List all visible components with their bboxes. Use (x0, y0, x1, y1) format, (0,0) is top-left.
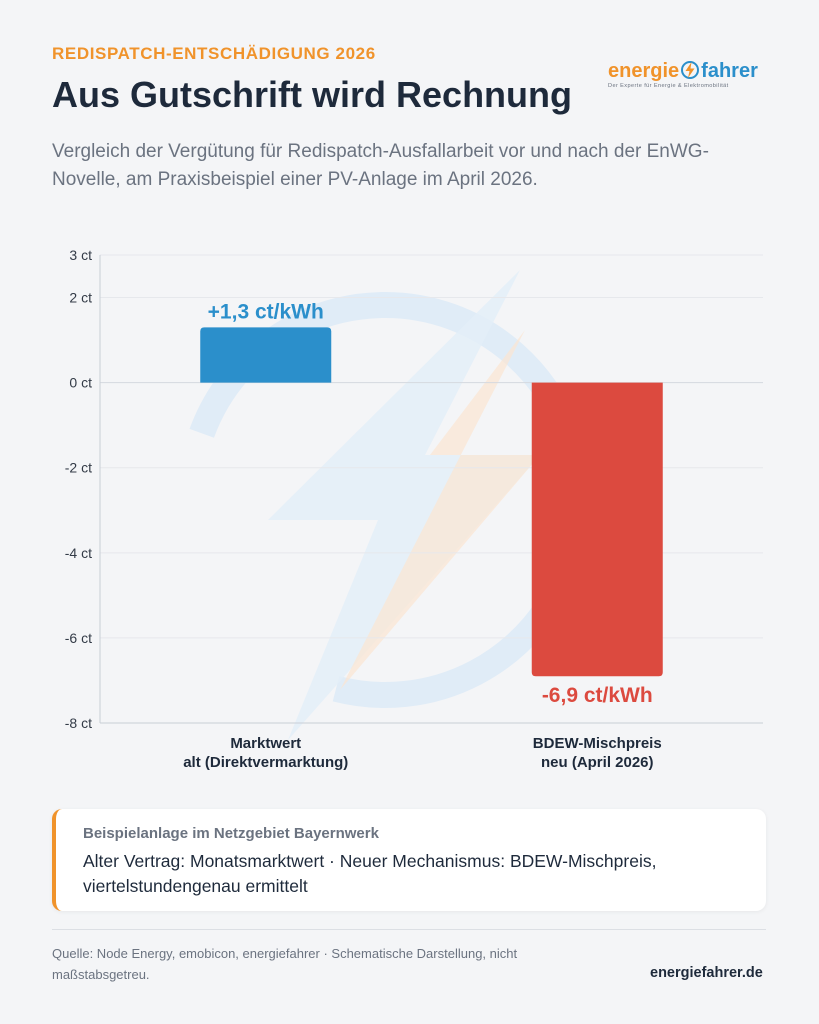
x-tick-label: Marktwert (230, 735, 301, 752)
data-label: -6,9 ct/kWh (542, 684, 653, 707)
y-tick-label: -8 ct (65, 715, 92, 731)
bar (531, 382, 663, 677)
y-tick-label: -2 ct (65, 460, 92, 476)
logo-word-part1: energie (608, 60, 680, 82)
bolt-icon (681, 61, 700, 80)
kicker: REDISPATCH-ENTSCHÄDIGUNG 2026 (52, 44, 376, 63)
x-tick-label: alt (Direktvermarktung) (183, 754, 348, 771)
y-tick-label: -6 ct (65, 630, 92, 646)
page-title: Aus Gutschrift wird Rechnung (52, 74, 573, 115)
footer-divider (52, 929, 766, 930)
info-card: Beispielanlage im Netzgebiet Bayernwerk … (52, 809, 766, 911)
y-tick-label: -4 ct (65, 545, 92, 561)
page-subtitle: Vergleich der Vergütung für Redispatch-A… (52, 141, 709, 190)
y-tick-label: 2 ct (69, 290, 92, 306)
x-tick-label: neu (April 2026) (541, 754, 654, 771)
source-note: Quelle: Node Energy, emobicon, energiefa… (52, 946, 518, 982)
info-card-body: Alter Vertrag: Monatsmarktwert · Neuer M… (83, 851, 657, 896)
data-label: +1,3 ct/kWh (208, 300, 324, 323)
x-tick-label: BDEW-Mischpreis (533, 735, 662, 752)
bar (200, 327, 332, 383)
info-card-title: Beispielanlage im Netzgebiet Bayernwerk (83, 825, 379, 842)
site-link[interactable]: energiefahrer.de (650, 965, 763, 981)
logo-wordmark: energie fahrer (608, 60, 768, 82)
y-tick-label: 0 ct (69, 375, 92, 391)
bar-chart: 3 ct 2 ct 0 ct -2 ct -4 ct -6 ct -8 ct +1,3 ct… (65, 247, 763, 771)
brand-logo: energie fahrer Der Experte für Energie &… (608, 60, 768, 89)
logo-word-part2: fahrer (701, 60, 758, 82)
y-tick-label: 3 ct (69, 247, 92, 263)
logo-tagline: Der Experte für Energie & Elektromobilit… (608, 83, 729, 89)
